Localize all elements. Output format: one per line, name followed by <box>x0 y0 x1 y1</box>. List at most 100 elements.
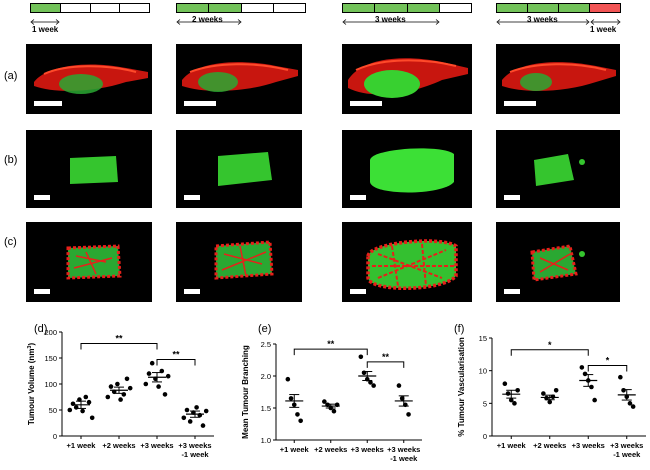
x-tick-label: +1 week <box>497 441 527 450</box>
image-panel-c3 <box>342 222 472 302</box>
timeline-label: 2 weeks <box>192 15 223 24</box>
scale-bar <box>184 289 200 294</box>
timeline-arrow <box>342 19 440 25</box>
x-tick-label: +3 weeks <box>572 441 605 450</box>
data-point <box>285 376 291 382</box>
data-point <box>515 387 520 393</box>
data-point <box>406 412 411 417</box>
y-tick-label: 5 <box>483 399 487 408</box>
scale-bar <box>350 195 366 200</box>
y-tick-label: 0 <box>53 432 57 441</box>
scale-bar <box>34 289 50 294</box>
plot-label-e: (e) <box>258 323 272 335</box>
data-point <box>630 404 636 409</box>
timeline-label: 3 weeks <box>527 15 558 24</box>
data-point <box>589 384 594 390</box>
y-tick-label: 200 <box>44 328 57 337</box>
image-panel-c2 <box>176 222 302 302</box>
data-point <box>67 407 73 413</box>
x-tick-label: -1 week <box>613 450 641 459</box>
scale-bar <box>34 195 50 200</box>
data-point <box>592 397 597 403</box>
scale-bar <box>504 195 520 200</box>
data-point <box>146 371 152 376</box>
image-panel-c4 <box>496 222 620 302</box>
data-point <box>621 387 626 393</box>
scale-bar <box>504 289 520 294</box>
significance-label: ** <box>382 352 390 362</box>
data-point <box>184 407 190 413</box>
y-tick-label: 1.5 <box>261 404 271 413</box>
tumour-image <box>70 156 118 184</box>
data-point <box>627 401 633 406</box>
x-tick-label: +1 week <box>280 445 310 454</box>
image-panel-b4 <box>496 130 620 208</box>
y-axis-label: Mean Tumour Branching <box>241 345 250 439</box>
image-panel-a1 <box>26 44 152 114</box>
data-point <box>80 408 85 414</box>
data-point <box>322 399 327 404</box>
vascularised-tumour-image <box>66 244 122 280</box>
data-point <box>118 397 123 402</box>
significance-bracket <box>510 349 589 356</box>
significance-bracket <box>80 342 158 350</box>
data-point <box>124 376 130 382</box>
tumour-image <box>534 154 585 186</box>
scale-bar <box>184 195 200 200</box>
data-point <box>553 387 559 393</box>
timeline-3: 3 weeks <box>342 3 472 43</box>
significance-label: ** <box>327 339 335 349</box>
data-point <box>331 408 337 414</box>
image-panel-b3 <box>342 130 472 208</box>
data-point <box>181 415 187 421</box>
vascularised-tumour-image <box>530 244 585 282</box>
scale-bar <box>184 101 216 106</box>
timeline-bar <box>342 3 472 13</box>
significance-bracket <box>366 361 405 368</box>
image-panel-a2 <box>176 44 302 114</box>
timeline-2: 2 weeks <box>176 3 306 43</box>
y-tick-label: 15 <box>479 334 487 343</box>
y-tick-label: 150 <box>44 354 57 363</box>
timeline-arrow <box>30 19 60 25</box>
timeline-bar <box>176 3 306 13</box>
y-tick-label: 0 <box>483 432 487 441</box>
x-tick-label: +1 week <box>67 441 97 450</box>
image-panel-b1 <box>26 130 152 208</box>
plot-label-f: (f) <box>454 323 465 335</box>
x-tick-label: -1 week <box>181 450 209 459</box>
zebrafish-vasculature-image <box>502 62 616 91</box>
data-point <box>108 384 114 389</box>
x-tick-label: +3 weeks <box>610 441 643 450</box>
data-point <box>165 373 171 379</box>
y-axis-label: % Tumour Vascularisation <box>457 337 466 437</box>
data-point <box>115 381 120 387</box>
data-point <box>371 383 376 388</box>
significance-label: ** <box>115 333 123 343</box>
timeline-arrow <box>496 19 590 25</box>
data-point <box>502 381 508 387</box>
significance-bracket <box>587 364 628 372</box>
data-point <box>579 365 585 370</box>
y-axis-label: Tumour Volume (nm3) <box>27 343 36 426</box>
y-tick-label: 2.0 <box>261 372 271 381</box>
data-point <box>83 394 89 400</box>
significance-label: * <box>548 340 552 350</box>
data-point <box>89 415 95 421</box>
data-point <box>618 374 623 380</box>
data-point <box>200 423 206 428</box>
x-tick-label: +2 weeks <box>533 441 566 450</box>
plot-label-d: (d) <box>34 323 48 335</box>
zebrafish-vasculature-image <box>182 62 298 92</box>
data-point <box>288 396 294 401</box>
image-panel-a3 <box>342 44 472 114</box>
timeline-bar <box>496 3 621 13</box>
data-point <box>368 380 373 385</box>
data-point <box>143 381 149 387</box>
y-tick-label: 2.5 <box>261 340 271 349</box>
image-panel-b2 <box>176 130 302 208</box>
timeline-label: 1 week <box>590 25 617 34</box>
data-point <box>162 392 168 397</box>
data-point <box>396 383 402 388</box>
x-tick-label: +2 weeks <box>102 441 135 450</box>
